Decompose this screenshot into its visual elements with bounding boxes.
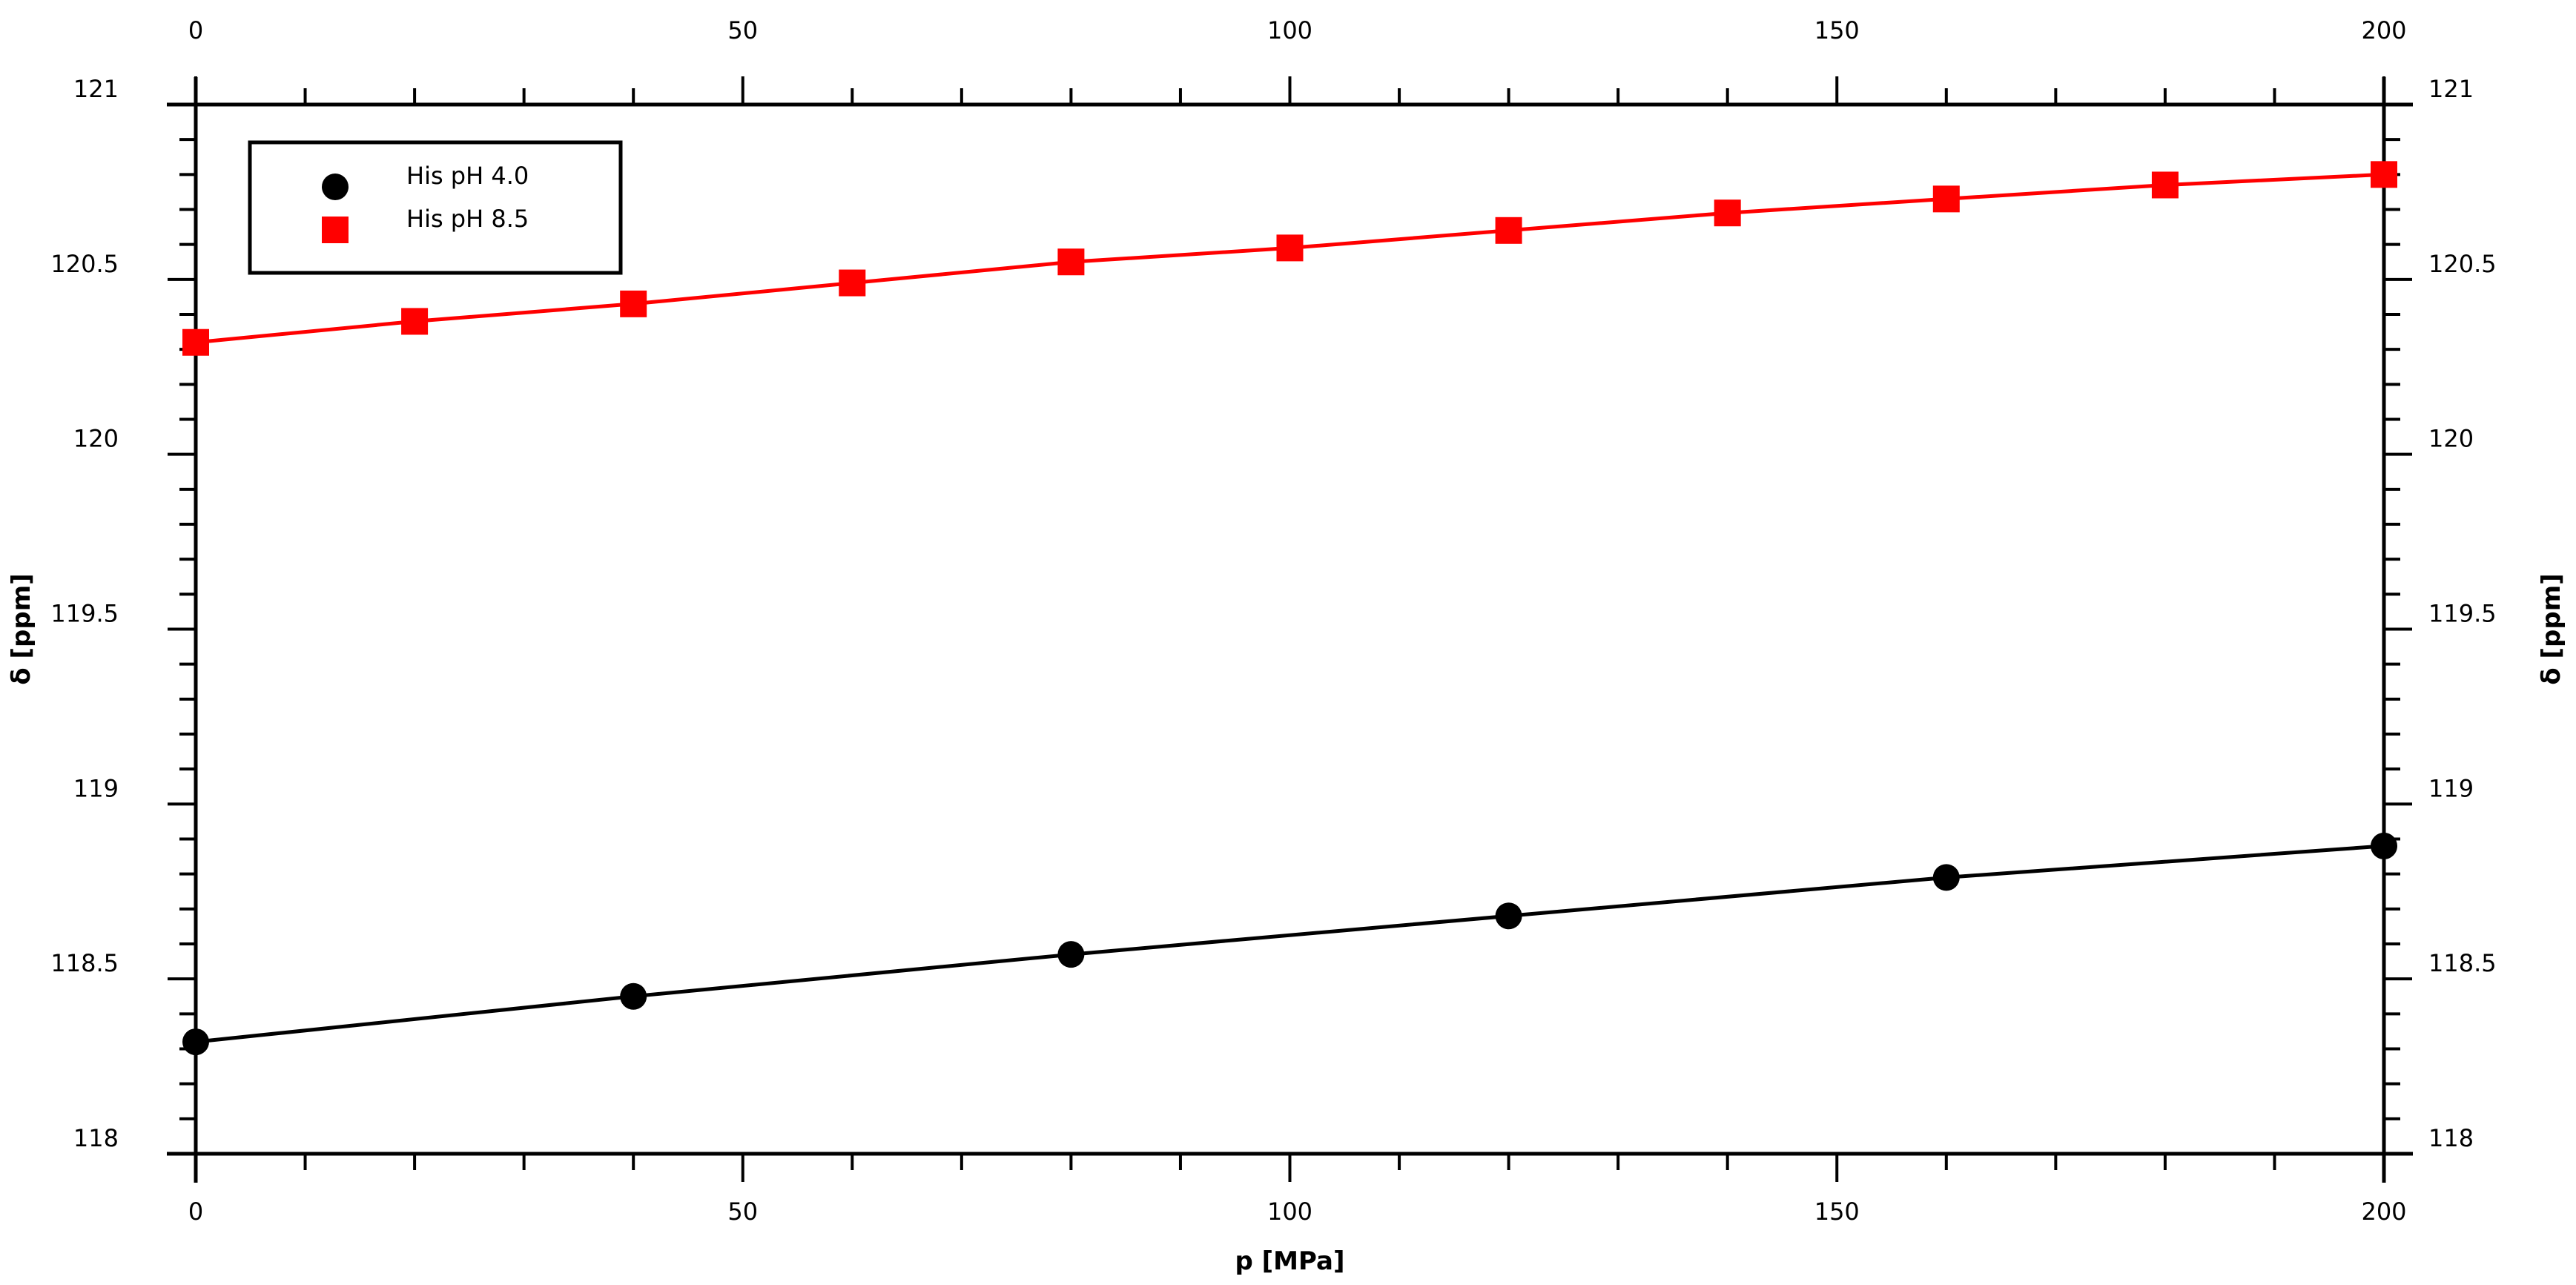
y-tick-label-left: 119.5 <box>50 600 119 628</box>
data-point <box>1714 199 1741 227</box>
y-axis-title-right: δ [ppm] <box>2537 573 2566 684</box>
legend-marker <box>322 174 349 200</box>
legend-box <box>248 140 623 275</box>
y-tick-label-right: 118.5 <box>2428 949 2497 977</box>
x-tick-label-bottom: 100 <box>1267 1198 1312 1226</box>
data-point <box>1932 864 1960 891</box>
x-tick-label-bottom: 150 <box>1814 1198 1860 1226</box>
x-tick-label-top: 0 <box>188 16 203 44</box>
x-tick-label-top: 100 <box>1267 16 1312 44</box>
data-point <box>2151 171 2179 199</box>
y-tick-label-right: 120.5 <box>2428 250 2497 278</box>
data-series <box>182 161 2397 1056</box>
y-tick-label-right: 120 <box>2428 425 2474 453</box>
y-tick-label-right: 121 <box>2428 75 2474 103</box>
data-point <box>1495 902 1522 930</box>
data-point <box>2371 161 2397 188</box>
y-tick-label-left: 120.5 <box>50 250 119 278</box>
data-point <box>1057 248 1085 276</box>
data-point <box>182 328 209 356</box>
x-tick-label-top: 150 <box>1814 16 1860 44</box>
data-point <box>2371 832 2397 859</box>
legend-label: His pH 4.0 <box>406 162 529 190</box>
x-tick-label-top: 200 <box>2361 16 2406 44</box>
y-tick-label-right: 119 <box>2428 774 2474 802</box>
data-point <box>401 308 429 335</box>
y-tick-label-left: 119 <box>73 774 119 802</box>
y-tick-label-left: 118.5 <box>50 949 119 977</box>
y-tick-label-left: 121 <box>73 75 119 103</box>
legend-marker <box>322 217 349 243</box>
y-tick-label-right: 118 <box>2428 1124 2474 1152</box>
axis-tick-labels: 0 0 50 50 100 100 150 150 200 200 118 118 118.5 118.5… <box>50 16 2496 1226</box>
legend: His pH 4.0 His pH 8.5 <box>248 140 623 275</box>
x-tick-label-bottom: 0 <box>188 1198 203 1226</box>
axis-ticks <box>168 76 2412 1182</box>
x-tick-label-bottom: 50 <box>727 1198 758 1226</box>
y-tick-label-left: 120 <box>73 425 119 453</box>
legend-label: His pH 8.5 <box>406 205 529 233</box>
y-tick-label-left: 118 <box>73 1124 119 1152</box>
data-point <box>182 1028 209 1056</box>
x-tick-label-bottom: 200 <box>2361 1198 2406 1226</box>
data-point <box>839 269 866 297</box>
y-axis-title-left: δ [ppm] <box>7 573 36 684</box>
data-point <box>620 290 647 317</box>
series-line <box>195 844 2385 1044</box>
data-point <box>1495 217 1522 244</box>
data-point <box>1276 234 1304 262</box>
data-point <box>620 982 647 1010</box>
data-point <box>1057 941 1085 968</box>
x-tick-label-top: 50 <box>727 16 758 44</box>
x-axis-title: p [MPa] <box>1235 1246 1344 1276</box>
data-point <box>1932 185 1960 213</box>
y-tick-label-right: 119.5 <box>2428 600 2497 628</box>
